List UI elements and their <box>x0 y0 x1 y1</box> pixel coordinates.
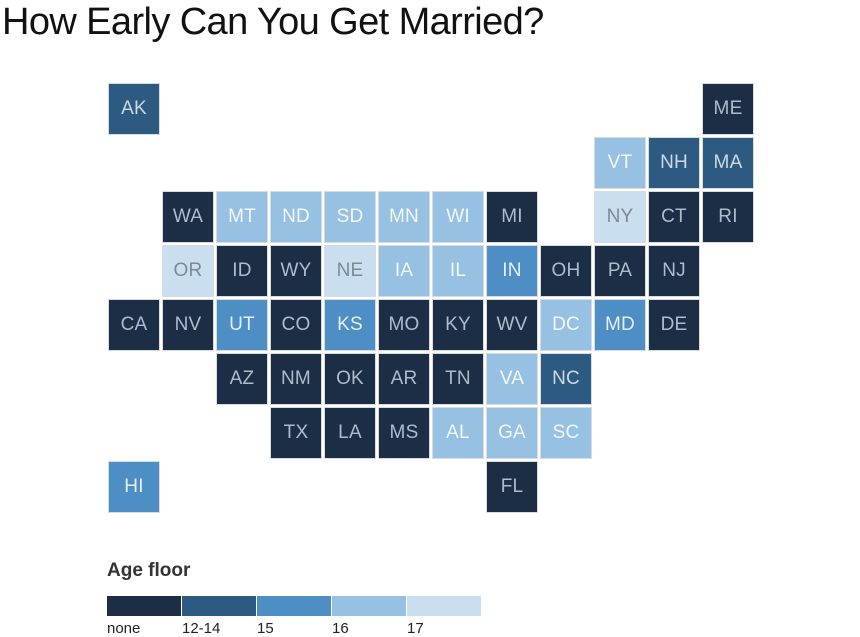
state-tile-al: AL <box>432 407 484 459</box>
state-tile-mo: MO <box>378 299 430 351</box>
state-tile-ar: AR <box>378 353 430 405</box>
legend-label-3: 15 <box>257 620 274 637</box>
state-tile-wa: WA <box>162 191 214 243</box>
state-tile-la: LA <box>324 407 376 459</box>
state-tile-ma: MA <box>702 137 754 189</box>
state-tile-ak: AK <box>108 83 160 135</box>
state-tile-me: ME <box>702 83 754 135</box>
state-tile-sd: SD <box>324 191 376 243</box>
state-tile-ky: KY <box>432 299 484 351</box>
state-tile-ri: RI <box>702 191 754 243</box>
state-tile-map: AK ME VT NH MA WA MT ND SD MN WI MI NY CT RI OR ID WY NE IA… <box>108 83 754 513</box>
legend-swatch-3 <box>257 596 331 616</box>
state-tile-or: OR <box>162 245 214 297</box>
state-tile-wy: WY <box>270 245 322 297</box>
state-tile-md: MD <box>594 299 646 351</box>
legend-title: Age floor <box>107 560 191 581</box>
state-tile-il: IL <box>432 245 484 297</box>
state-tile-ct: CT <box>648 191 700 243</box>
legend-swatch-4 <box>332 596 406 616</box>
state-tile-az: AZ <box>216 353 268 405</box>
state-tile-ok: OK <box>324 353 376 405</box>
state-tile-mi: MI <box>486 191 538 243</box>
state-tile-wi: WI <box>432 191 484 243</box>
legend-label-1: none <box>107 620 141 637</box>
legend: Age floor none 12-14 15 16 17 <box>107 558 487 637</box>
state-tile-mt: MT <box>216 191 268 243</box>
state-tile-fl: FL <box>486 461 538 513</box>
state-tile-va: VA <box>486 353 538 405</box>
state-tile-ks: KS <box>324 299 376 351</box>
state-tile-in: IN <box>486 245 538 297</box>
state-tile-oh: OH <box>540 245 592 297</box>
state-tile-nm: NM <box>270 353 322 405</box>
state-tile-sc: SC <box>540 407 592 459</box>
state-tile-hi: HI <box>108 461 160 513</box>
state-tile-nv: NV <box>162 299 214 351</box>
state-tile-vt: VT <box>594 137 646 189</box>
legend-swatch-1 <box>107 596 181 616</box>
state-tile-nd: ND <box>270 191 322 243</box>
legend-label-2: 12-14 <box>182 620 221 637</box>
state-tile-ny: NY <box>594 191 646 243</box>
state-tile-de: DE <box>648 299 700 351</box>
state-tile-tx: TX <box>270 407 322 459</box>
legend-label-5: 17 <box>407 620 424 637</box>
legend-swatches <box>107 596 482 616</box>
legend-labels: none 12-14 15 16 17 <box>107 621 487 637</box>
state-tile-ga: GA <box>486 407 538 459</box>
state-tile-ms: MS <box>378 407 430 459</box>
state-tile-ut: UT <box>216 299 268 351</box>
state-tile-nj: NJ <box>648 245 700 297</box>
state-tile-wv: WV <box>486 299 538 351</box>
state-tile-id: ID <box>216 245 268 297</box>
state-tile-ne: NE <box>324 245 376 297</box>
state-tile-mn: MN <box>378 191 430 243</box>
legend-swatch-2 <box>182 596 256 616</box>
state-tile-ca: CA <box>108 299 160 351</box>
page-title: How Early Can You Get Married? <box>2 1 544 43</box>
state-tile-nc: NC <box>540 353 592 405</box>
state-tile-nh: NH <box>648 137 700 189</box>
state-tile-co: CO <box>270 299 322 351</box>
state-tile-pa: PA <box>594 245 646 297</box>
legend-swatch-5 <box>407 596 481 616</box>
legend-label-4: 16 <box>332 620 349 637</box>
state-tile-tn: TN <box>432 353 484 405</box>
state-tile-dc: DC <box>540 299 592 351</box>
state-tile-ia: IA <box>378 245 430 297</box>
